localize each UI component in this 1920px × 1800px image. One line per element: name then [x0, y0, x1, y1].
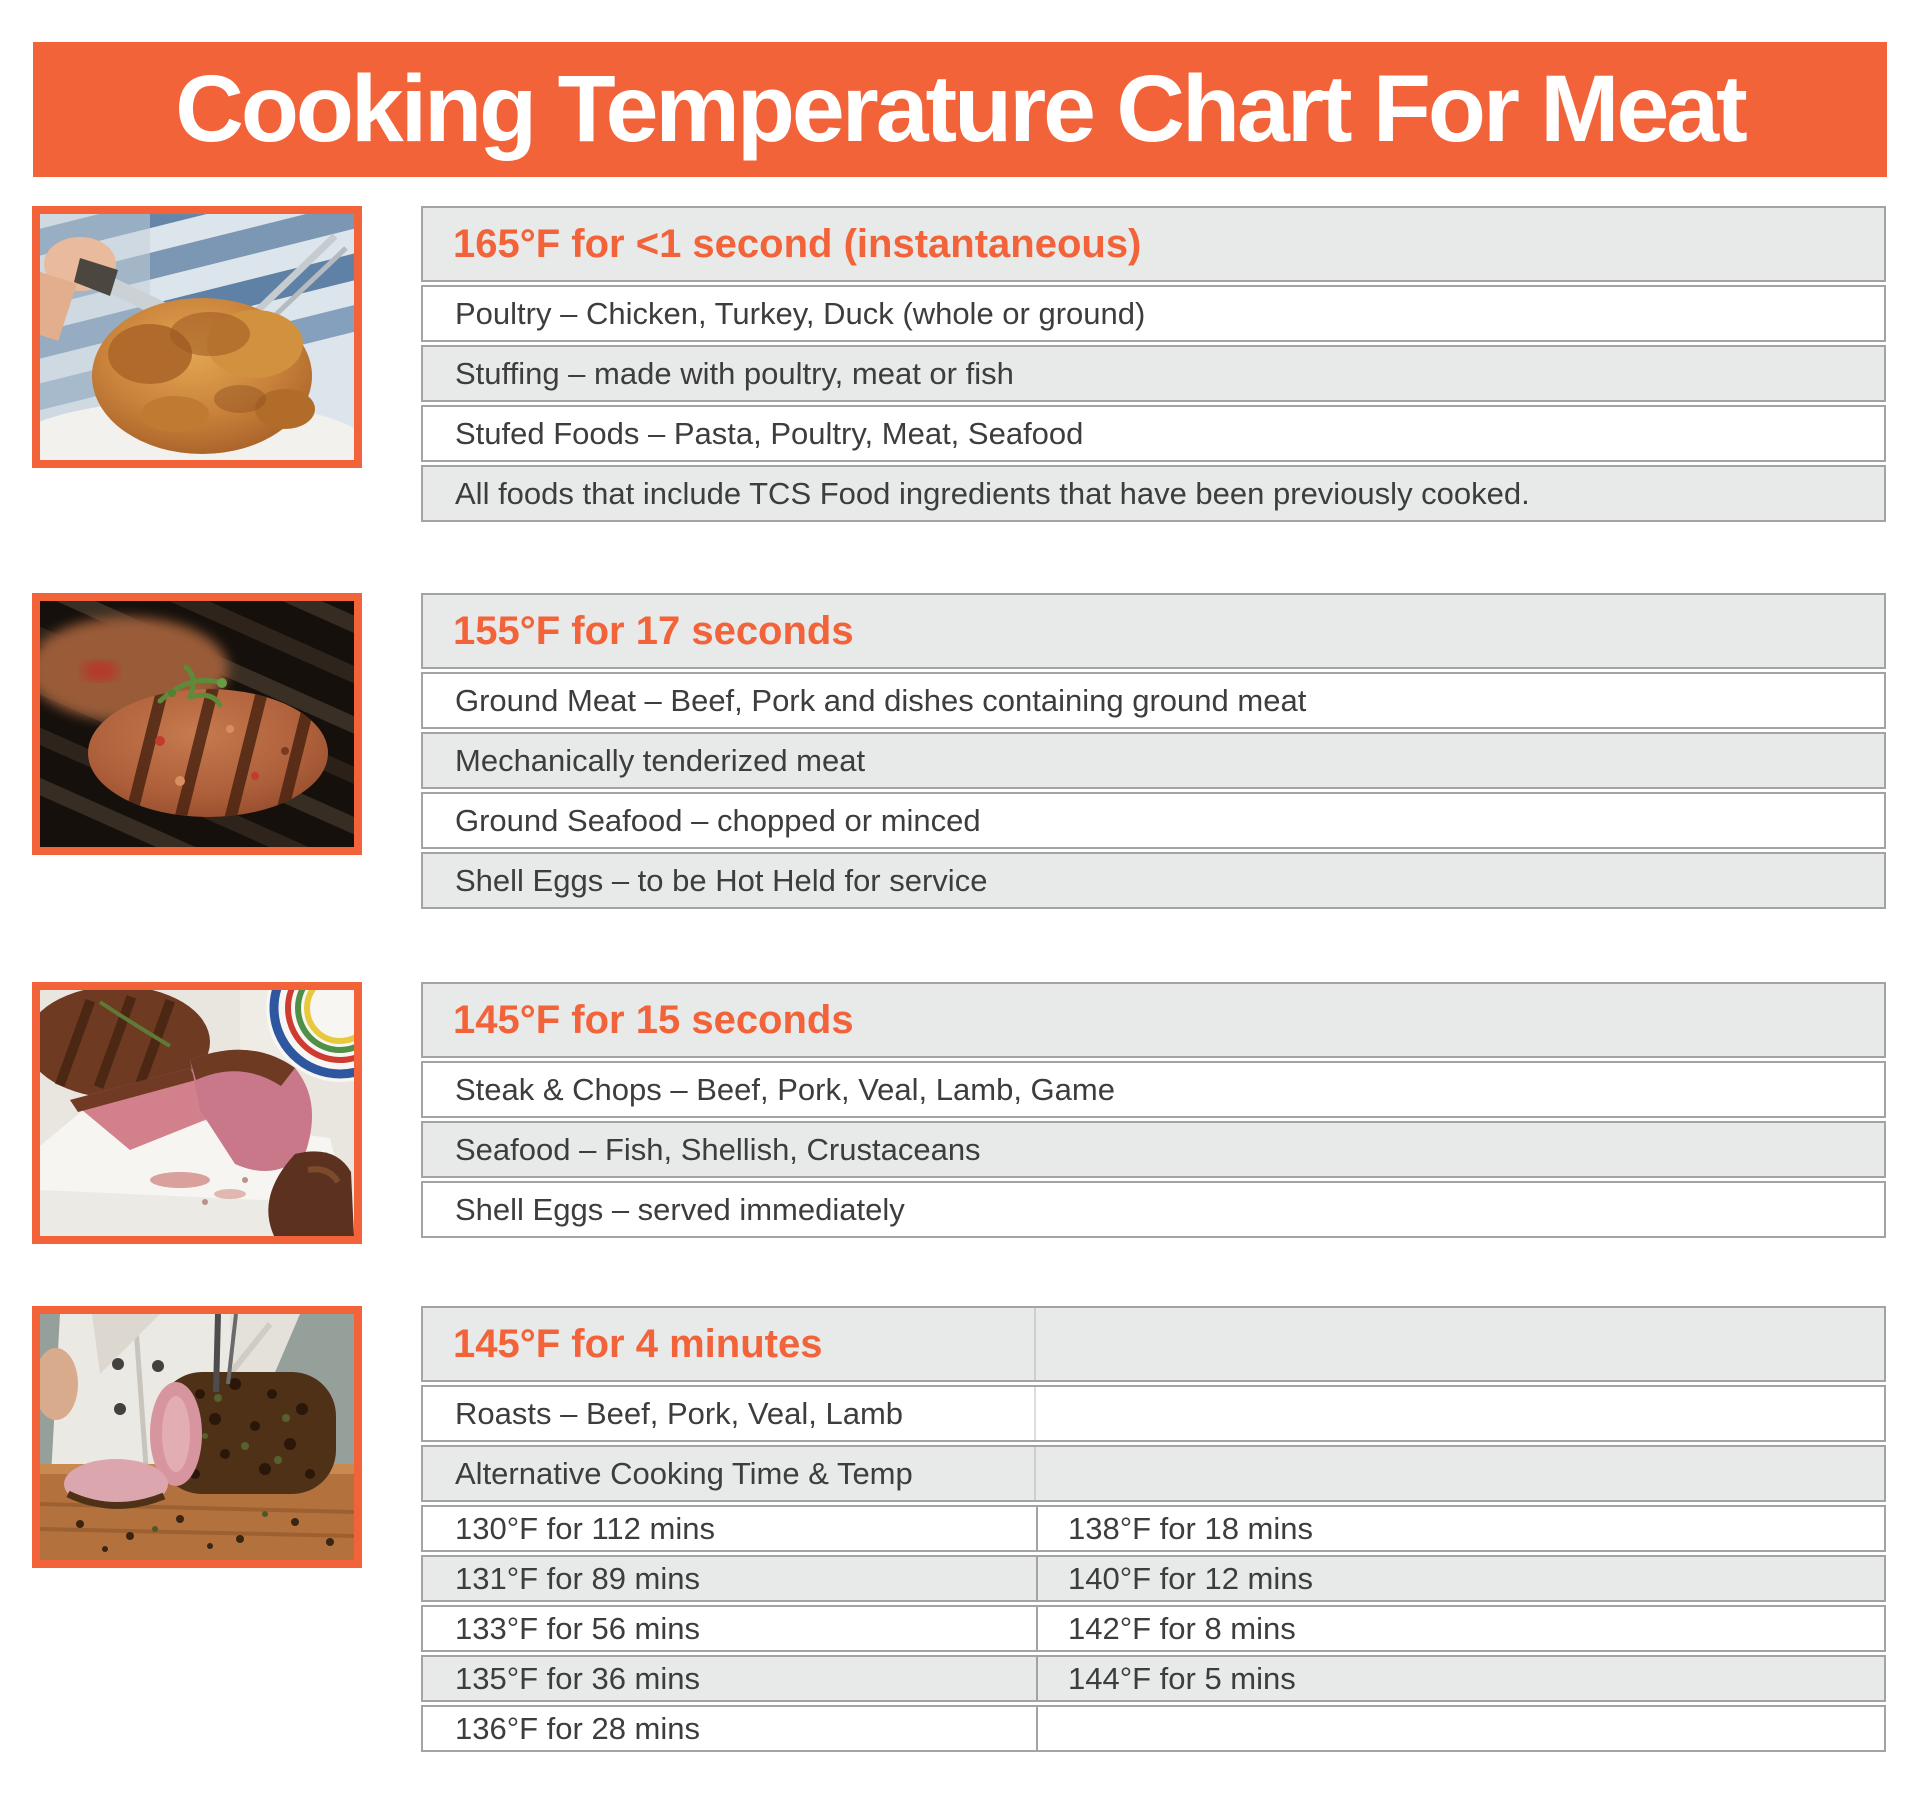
- row-text: 144°F for 5 mins: [1068, 1660, 1296, 1696]
- alt-time-row: 135°F for 36 mins 144°F for 5 mins: [421, 1655, 1886, 1702]
- table-row: Seafood – Fish, Shellish, Crustaceans: [421, 1121, 1886, 1178]
- alt-time-cell: [1036, 1707, 1884, 1750]
- table-row: Shell Eggs – served immediately: [421, 1181, 1886, 1238]
- row-text: Seafood – Fish, Shellish, Crustaceans: [455, 1131, 981, 1167]
- alt-time-row: 130°F for 112 mins 138°F for 18 mins: [421, 1505, 1886, 1552]
- table-row: Ground Seafood – chopped or minced: [421, 792, 1886, 849]
- table-header-text: 145°F for 15 seconds: [453, 997, 854, 1042]
- alt-time-cell: 135°F for 36 mins: [423, 1657, 1036, 1700]
- alt-time-cell: 130°F for 112 mins: [423, 1507, 1036, 1550]
- row-text: Alternative Cooking Time & Temp: [455, 1455, 913, 1491]
- burger-illustration: [40, 601, 354, 847]
- row-text: Poultry – Chicken, Turkey, Duck (whole o…: [455, 295, 1146, 331]
- table-header-text: 155°F for 17 seconds: [453, 608, 854, 653]
- alt-time-cell: 131°F for 89 mins: [423, 1557, 1036, 1600]
- temp-table-165f: 165°F for <1 second (instantaneous) Poul…: [421, 206, 1886, 525]
- row-text: 136°F for 28 mins: [455, 1710, 701, 1746]
- roast-illustration: [40, 1314, 354, 1560]
- row-text: 138°F for 18 mins: [1068, 1510, 1314, 1546]
- row-text: Ground Seafood – chopped or minced: [455, 802, 981, 838]
- table-row: Roasts – Beef, Pork, Veal, Lamb: [421, 1385, 1886, 1442]
- row-text: Steak & Chops – Beef, Pork, Veal, Lamb, …: [455, 1071, 1115, 1107]
- table-row: Ground Meat – Beef, Pork and dishes cont…: [421, 672, 1886, 729]
- row-text: 140°F for 12 mins: [1068, 1560, 1314, 1596]
- temp-table-145f-15s: 145°F for 15 seconds Steak & Chops – Bee…: [421, 982, 1886, 1241]
- row-text: Shell Eggs – to be Hot Held for service: [455, 862, 988, 898]
- row-text: Stufed Foods – Pasta, Poultry, Meat, Sea…: [455, 415, 1084, 451]
- row-text: 133°F for 56 mins: [455, 1610, 701, 1646]
- table-row: Poultry – Chicken, Turkey, Duck (whole o…: [421, 285, 1886, 342]
- alt-time-cell: 133°F for 56 mins: [423, 1607, 1036, 1650]
- row-text: 135°F for 36 mins: [455, 1660, 701, 1696]
- table-header-text: 165°F for <1 second (instantaneous): [453, 221, 1142, 266]
- alt-time-cell: 138°F for 18 mins: [1036, 1507, 1884, 1550]
- table-row: Stuffing – made with poultry, meat or fi…: [421, 345, 1886, 402]
- table-row: All foods that include TCS Food ingredie…: [421, 465, 1886, 522]
- row-text: 142°F for 8 mins: [1068, 1610, 1296, 1646]
- table-header-165f: 165°F for <1 second (instantaneous): [421, 206, 1886, 282]
- temp-table-155f: 155°F for 17 seconds Ground Meat – Beef,…: [421, 593, 1886, 912]
- table-row: Alternative Cooking Time & Temp: [421, 1445, 1886, 1502]
- chicken-illustration: [40, 214, 354, 460]
- table-row: Shell Eggs – to be Hot Held for service: [421, 852, 1886, 909]
- row-text: Roasts – Beef, Pork, Veal, Lamb: [455, 1395, 904, 1431]
- alt-time-row: 133°F for 56 mins 142°F for 8 mins: [421, 1605, 1886, 1652]
- table-header-155f: 155°F for 17 seconds: [421, 593, 1886, 669]
- chef-carving-roast-photo: [32, 1306, 362, 1568]
- table-header-145f-15s: 145°F for 15 seconds: [421, 982, 1886, 1058]
- alt-time-cell: 144°F for 5 mins: [1036, 1657, 1884, 1700]
- table-row: Stufed Foods – Pasta, Poultry, Meat, Sea…: [421, 405, 1886, 462]
- grilled-burger-patty-photo: [32, 593, 362, 855]
- temp-table-145f-4min: 145°F for 4 minutes Roasts – Beef, Pork,…: [421, 1306, 1886, 1755]
- row-text: 131°F for 89 mins: [455, 1560, 701, 1596]
- table-header-145f-4min: 145°F for 4 minutes: [421, 1306, 1886, 1382]
- alt-time-cell: 136°F for 28 mins: [423, 1707, 1036, 1750]
- page-title-banner: Cooking Temperature Chart For Meat: [33, 42, 1887, 177]
- steak-illustration: [40, 990, 354, 1236]
- row-text: Shell Eggs – served immediately: [455, 1191, 905, 1227]
- page-title: Cooking Temperature Chart For Meat: [175, 56, 1747, 162]
- table-header-text: 145°F for 4 minutes: [453, 1321, 823, 1366]
- sliced-steak-photo: [32, 982, 362, 1244]
- alt-time-cell: 142°F for 8 mins: [1036, 1607, 1884, 1650]
- row-text: 130°F for 112 mins: [455, 1510, 715, 1546]
- row-text: Stuffing – made with poultry, meat or fi…: [455, 355, 1014, 391]
- row-text: Ground Meat – Beef, Pork and dishes cont…: [455, 682, 1307, 718]
- table-row: Mechanically tenderized meat: [421, 732, 1886, 789]
- alt-time-cell: 140°F for 12 mins: [1036, 1557, 1884, 1600]
- carving-roast-chicken-photo: [32, 206, 362, 468]
- alt-time-row: 136°F for 28 mins: [421, 1705, 1886, 1752]
- table-row: Steak & Chops – Beef, Pork, Veal, Lamb, …: [421, 1061, 1886, 1118]
- alt-time-row: 131°F for 89 mins 140°F for 12 mins: [421, 1555, 1886, 1602]
- row-text: Mechanically tenderized meat: [455, 742, 866, 778]
- row-text: All foods that include TCS Food ingredie…: [455, 475, 1530, 511]
